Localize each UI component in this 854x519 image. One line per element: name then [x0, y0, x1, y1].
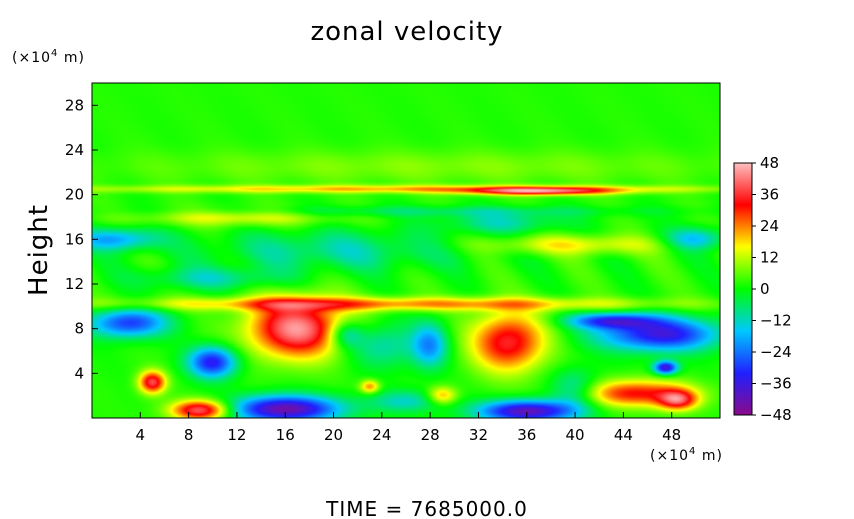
x-tick-label: 32 [469, 426, 488, 444]
x-tick-label: 8 [184, 426, 194, 444]
time-footer: TIME = 7685000.0 [325, 497, 528, 519]
x-axis-unit: (×104 m) [650, 446, 723, 464]
y-tick-label: 16 [65, 230, 84, 248]
plot-frame [91, 82, 721, 419]
x-axis-ticks: 4 8 12 16 20 24 28 32 36 40 44 48 [136, 412, 681, 444]
colorbar-tick-label: −36 [760, 375, 792, 393]
x-tick-label: 28 [421, 426, 440, 444]
y-tick-label: 12 [65, 275, 84, 293]
colorbar-tick-label: 12 [760, 249, 779, 267]
y-axis-unit: (×104 m) [12, 48, 85, 66]
x-tick-label: 4 [136, 426, 146, 444]
y-tick-label: 28 [65, 96, 84, 114]
x-tick-label: 12 [227, 426, 246, 444]
colorbar-tick-label: 24 [760, 217, 779, 235]
x-tick-label: 20 [324, 426, 343, 444]
y-tick-label: 20 [65, 186, 84, 204]
y-axis-label: Height [24, 204, 54, 296]
colorbar-ticks: 48 36 24 12 0 −12 −24 −36 −48 [752, 154, 792, 424]
colorbar-tick-label: 48 [760, 154, 779, 172]
y-tick-label: 4 [74, 364, 84, 382]
colorbar-gradient [734, 163, 752, 415]
x-tick-label: 24 [372, 426, 391, 444]
heatmap-plot [91, 82, 721, 419]
x-tick-label: 16 [276, 426, 295, 444]
x-tick-label: 44 [614, 426, 633, 444]
x-tick-label: 40 [566, 426, 585, 444]
y-tick-label: 8 [74, 320, 84, 338]
x-tick-label: 48 [662, 426, 681, 444]
time-label: TIME [325, 497, 378, 519]
chart-title: zonal velocity [310, 17, 503, 47]
colorbar-tick-label: 0 [760, 280, 770, 298]
heatmap-field [92, 83, 720, 418]
colorbar-tick-label: −24 [760, 343, 792, 361]
y-axis-ticks: 4 8 12 16 20 24 28 [65, 96, 98, 382]
y-tick-label: 24 [65, 141, 84, 159]
colorbar: 48 36 24 12 0 −12 −24 −36 −48 [733, 154, 792, 424]
colorbar-tick-label: 36 [760, 186, 779, 204]
colorbar-tick-label: −12 [760, 312, 792, 330]
time-value: 7685000.0 [411, 497, 528, 519]
colorbar-tick-label: −48 [760, 406, 792, 424]
x-tick-label: 36 [517, 426, 536, 444]
